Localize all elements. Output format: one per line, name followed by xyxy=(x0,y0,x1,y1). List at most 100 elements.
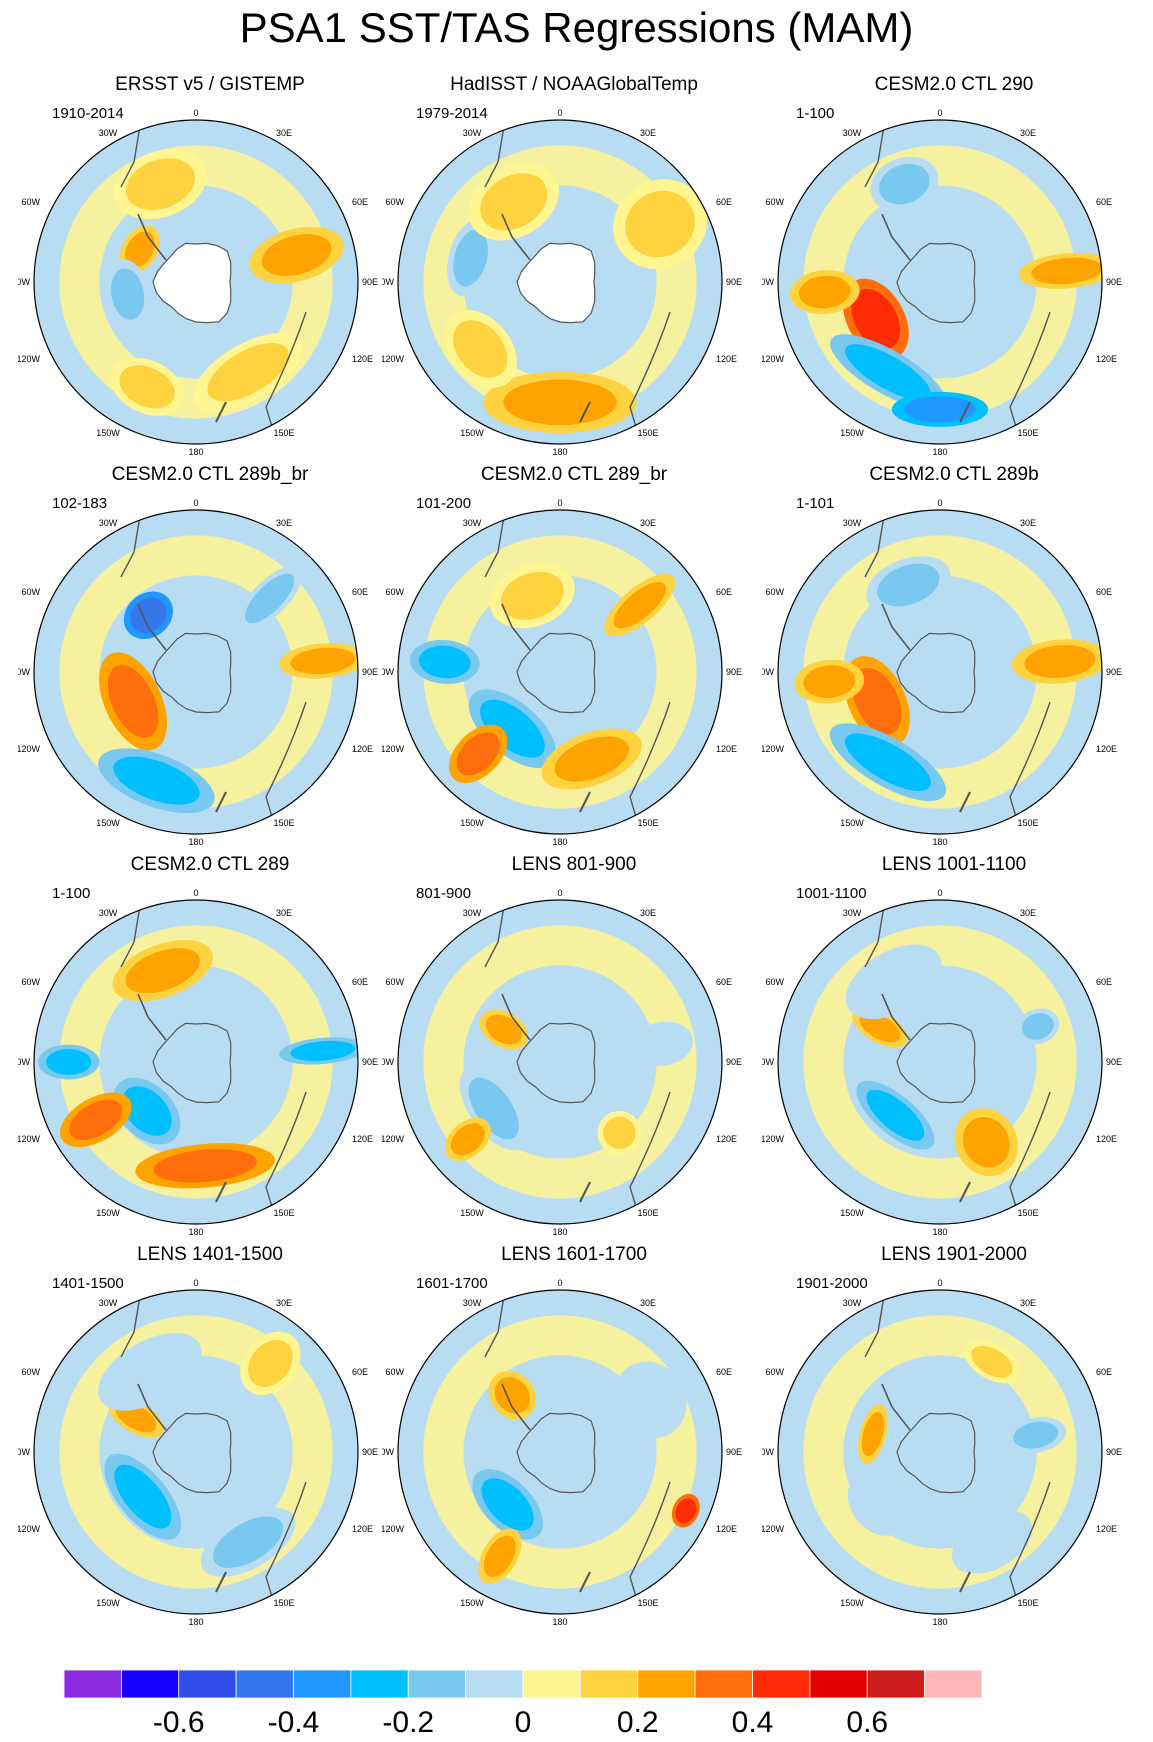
longitude-label: 120W xyxy=(382,1134,405,1144)
longitude-label: 30W xyxy=(99,908,118,918)
longitude-label: 120W xyxy=(762,1134,785,1144)
antarctica-coastline xyxy=(516,1022,596,1104)
colorbar-tick-label: -0.6 xyxy=(152,1706,205,1739)
panel-title: ERSST v5 / GISTEMP xyxy=(115,74,305,95)
longitude-label: 150E xyxy=(1017,1598,1038,1608)
anomaly-core xyxy=(453,320,508,378)
new-zealand-coastline xyxy=(959,401,971,423)
zonal-band xyxy=(423,1315,697,1589)
anomaly-core xyxy=(962,1117,1010,1168)
anomaly-core xyxy=(418,645,471,679)
longitude-label: 150W xyxy=(96,1208,120,1218)
longitude-label: 60E xyxy=(1096,587,1112,597)
longitude-label: 30W xyxy=(99,1298,118,1308)
longitude-label: 30W xyxy=(843,908,862,918)
longitude-label: 60E xyxy=(1096,977,1112,987)
antarctica-coastline xyxy=(152,1022,232,1104)
longitude-label: 180 xyxy=(932,1227,947,1237)
longitude-label: 30E xyxy=(276,518,292,528)
colorbar-swatch xyxy=(866,1670,926,1698)
peninsula-coastline xyxy=(501,603,531,651)
anomaly-core xyxy=(290,647,356,675)
longitude-label: 120E xyxy=(1096,354,1117,364)
longitude-label: 150W xyxy=(840,1208,864,1218)
panel-period: 1901-2000 xyxy=(796,1275,868,1292)
anomaly-core xyxy=(623,1371,677,1429)
map-panel: CESM2.0 CTL 290 1-100 0 180 30W 30E 60W 60E 90W 9… xyxy=(762,72,1146,467)
anomaly-core xyxy=(613,581,666,629)
longitude-label: 30E xyxy=(1020,1298,1036,1308)
anomaly-core xyxy=(248,1339,293,1387)
longitude-label: 60W xyxy=(385,977,404,987)
longitude-label: 30W xyxy=(843,518,862,528)
panel-title: CESM2.0 CTL 289b xyxy=(869,464,1039,485)
longitude-label: 180 xyxy=(188,1227,203,1237)
peninsula-coastline xyxy=(137,603,167,651)
longitude-label: 150E xyxy=(637,818,658,828)
new-zealand-coastline xyxy=(959,1571,971,1593)
longitude-label: 150W xyxy=(96,818,120,828)
colorbar-swatch xyxy=(637,1670,696,1698)
zonal-band xyxy=(803,925,1077,1199)
longitude-label: 60W xyxy=(385,587,404,597)
longitude-label: 150W xyxy=(460,1598,484,1608)
longitude-label: 30W xyxy=(463,908,482,918)
longitude-label: 60W xyxy=(765,1367,784,1377)
australia-coastline xyxy=(629,1481,671,1611)
colorbar-swatch xyxy=(522,1670,581,1698)
longitude-label: 0 xyxy=(193,888,198,898)
panel-title: CESM2.0 CTL 289b_br xyxy=(111,464,309,485)
longitude-label: 30W xyxy=(843,1298,862,1308)
panel-period: 1401-1500 xyxy=(52,1275,124,1292)
polar-map: 0 180 30W 30E 60W 60E 90W 90E 120W 120E 150W 150E xyxy=(18,498,378,847)
colorbar-swatch xyxy=(752,1670,811,1698)
longitude-label: 90W xyxy=(382,277,394,287)
australia-coastline xyxy=(629,1091,671,1221)
anomaly-core xyxy=(1024,645,1096,678)
anomaly-core xyxy=(879,163,930,205)
longitude-label: 90W xyxy=(18,667,30,677)
new-zealand-coastline xyxy=(215,791,227,813)
anomaly-core xyxy=(456,732,500,776)
longitude-label: 0 xyxy=(557,1278,562,1288)
antarctica-coastline xyxy=(896,632,976,714)
anomaly-core xyxy=(877,563,940,607)
longitude-label: 60W xyxy=(21,977,40,987)
colorbar-swatch xyxy=(178,1670,237,1698)
new-zealand-coastline xyxy=(215,401,227,423)
longitude-label: 150W xyxy=(460,428,484,438)
anomaly-core xyxy=(503,379,617,426)
polar-map: 0 180 30W 30E 60W 60E 90W 90E 120W 120E 150W 150E xyxy=(762,888,1122,1237)
longitude-label: 150E xyxy=(273,818,294,828)
anomaly-core xyxy=(480,173,548,231)
longitude-label: 90W xyxy=(382,1447,394,1457)
map-panel: LENS 801-900 801-900 0 180 30W 30E 60W 60E 90W 90… xyxy=(382,852,766,1247)
longitude-label: 90E xyxy=(726,277,742,287)
longitude-label: 60W xyxy=(385,1367,404,1377)
anomaly-core xyxy=(468,1077,519,1140)
longitude-label: 30E xyxy=(1020,518,1036,528)
longitude-label: 120E xyxy=(716,1524,737,1534)
longitude-label: 60W xyxy=(765,587,784,597)
panel-period: 1001-1100 xyxy=(796,885,867,902)
anomaly-core xyxy=(261,234,332,276)
longitude-label: 120W xyxy=(382,744,405,754)
new-zealand-coastline xyxy=(959,791,971,813)
anomaly-core xyxy=(69,1099,123,1141)
colorbar-swatch xyxy=(293,1670,352,1698)
anomaly-core xyxy=(113,756,200,805)
colorbar-swatch xyxy=(924,1670,982,1698)
longitude-label: 180 xyxy=(932,837,947,847)
australia-coastline xyxy=(1009,701,1051,831)
south-america-coastline xyxy=(864,510,886,578)
longitude-label: 0 xyxy=(193,1278,198,1288)
longitude-label: 180 xyxy=(552,447,567,457)
panel-title: LENS 801-900 xyxy=(511,854,637,875)
longitude-label: 30E xyxy=(640,1298,656,1308)
longitude-label: 0 xyxy=(937,108,942,118)
panel-period: 1-101 xyxy=(796,495,835,512)
map-panel: CESM2.0 CTL 289b_br 102-183 0 180 30W 30E 60W 6… xyxy=(18,462,402,857)
longitude-label: 180 xyxy=(552,1227,567,1237)
longitude-label: 60E xyxy=(716,197,732,207)
new-zealand-coastline xyxy=(215,1571,227,1593)
